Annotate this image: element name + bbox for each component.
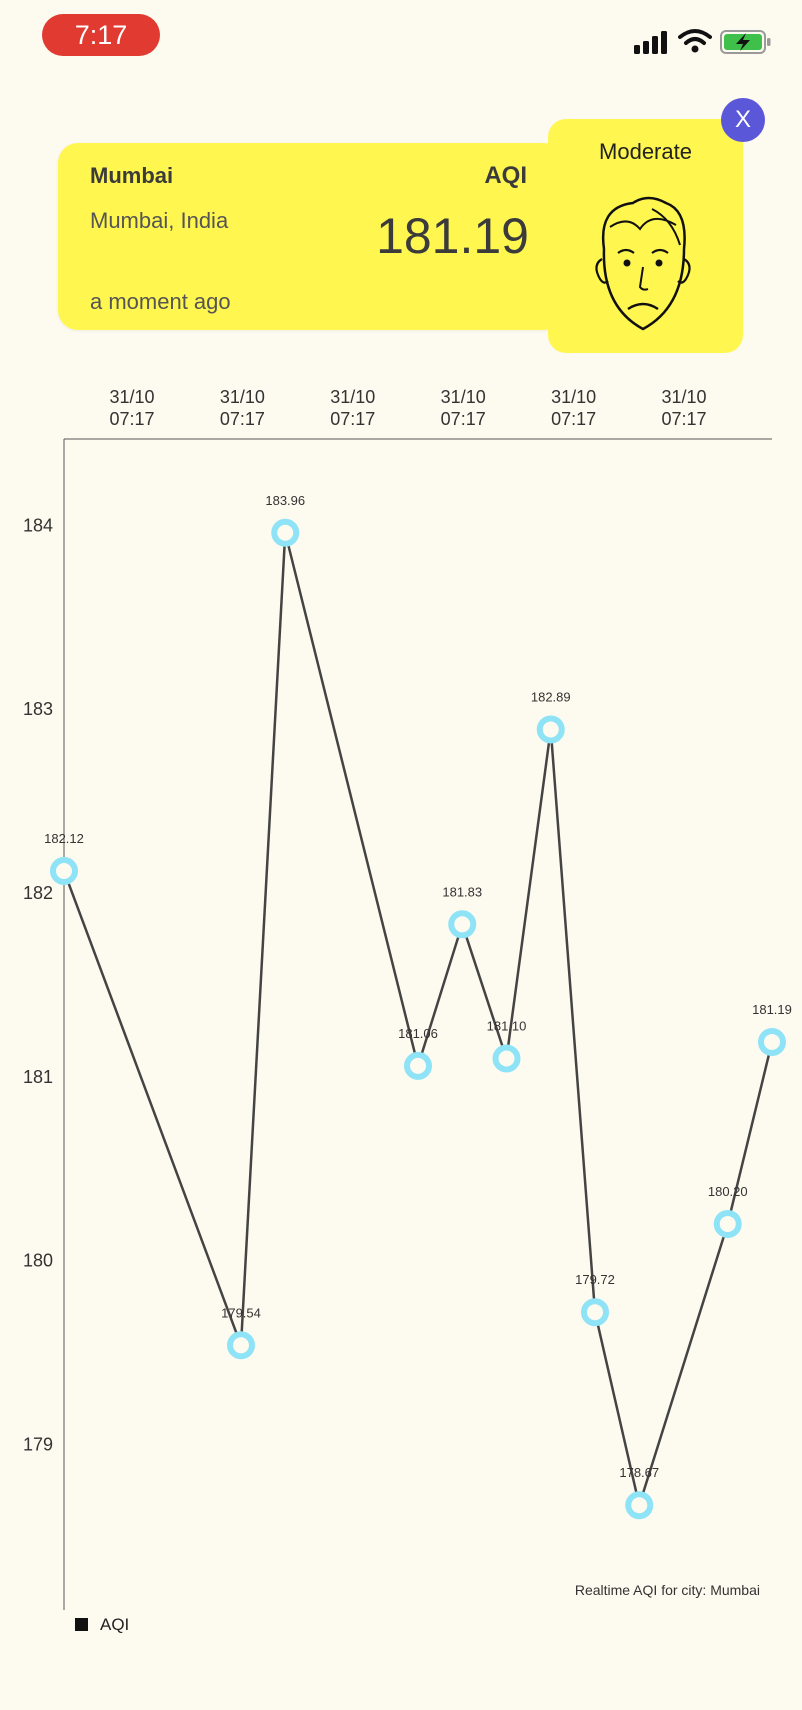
data-point-label: 182.89 xyxy=(531,689,571,704)
city-name: Mumbai xyxy=(90,163,174,188)
data-point-marker xyxy=(625,1491,654,1520)
x-axis-tick-labels: 31/10 07:17 31/10 07:17 31/10 07:17 31/10 07:17… xyxy=(109,387,706,429)
status-time: 7:17 xyxy=(42,14,160,56)
mood-label: Moderate xyxy=(599,139,692,164)
y-tick-label: 184 xyxy=(23,515,53,535)
x-tick-label: 31/10 07:17 xyxy=(441,387,486,429)
chart-caption: Realtime AQI for city: Mumbai xyxy=(575,1582,760,1598)
aqi-label: AQI xyxy=(484,162,527,189)
data-point-marker xyxy=(448,910,477,939)
aqi-series-markers xyxy=(50,518,786,1520)
aqi-card: Mumbai Mumbai, India a moment ago AQI 18… xyxy=(58,143,563,330)
legend-swatch xyxy=(75,1618,88,1631)
data-point-marker xyxy=(713,1209,742,1238)
worried-face-icon xyxy=(595,196,691,331)
data-point-label: 181.06 xyxy=(398,1026,438,1041)
aqi-line-chart: 31/10 07:17 31/10 07:17 31/10 07:17 31/10 07:17… xyxy=(23,387,792,1634)
data-point-marker xyxy=(581,1298,609,1327)
data-point-marker xyxy=(50,857,78,886)
cellular-signal-icon xyxy=(634,30,672,54)
x-tick-label: 31/10 07:17 xyxy=(109,387,154,429)
y-tick-label: 181 xyxy=(23,1067,53,1087)
status-bar: 7:17 xyxy=(0,0,802,80)
battery-charging-icon xyxy=(720,30,771,54)
data-point-label: 181.10 xyxy=(487,1019,527,1034)
data-point-marker xyxy=(536,715,565,744)
data-point-label: 179.54 xyxy=(221,1305,261,1320)
x-tick-label: 31/10 07:17 xyxy=(661,387,706,429)
data-point-label: 180.20 xyxy=(708,1184,748,1199)
data-point-label: 181.19 xyxy=(752,1002,792,1017)
data-point-marker xyxy=(404,1051,432,1080)
data-point-label: 181.83 xyxy=(442,884,482,899)
data-point-marker xyxy=(227,1331,255,1360)
x-tick-label: 31/10 07:17 xyxy=(330,387,375,429)
data-point-label: 179.72 xyxy=(575,1272,615,1287)
aqi-data-labels: 182.12 179.54 183.96 181.06 181.83 181.10 182.… xyxy=(44,493,792,1480)
data-point-marker xyxy=(492,1044,521,1073)
mood-panel: Moderate xyxy=(548,119,743,353)
data-point-label: 182.12 xyxy=(44,831,84,846)
close-button[interactable]: X xyxy=(721,98,765,142)
data-point-label: 178.67 xyxy=(619,1465,659,1480)
data-point-label: 183.96 xyxy=(265,493,305,508)
y-tick-label: 182 xyxy=(23,883,53,903)
aqi-value: 181.19 xyxy=(376,208,529,264)
wifi-icon xyxy=(678,29,712,53)
legend-label: AQI xyxy=(100,1615,129,1634)
updated-time: a moment ago xyxy=(90,289,231,314)
data-point-marker xyxy=(271,518,300,547)
city-location: Mumbai, India xyxy=(90,208,229,233)
x-tick-label: 31/10 07:17 xyxy=(220,387,265,429)
y-axis-tick-labels: 184 183 182 181 180 179 xyxy=(23,515,53,1454)
y-tick-label: 183 xyxy=(23,699,53,719)
x-tick-label: 31/10 07:17 xyxy=(551,387,596,429)
y-tick-label: 179 xyxy=(23,1435,53,1455)
data-point-marker xyxy=(758,1027,786,1056)
y-tick-label: 180 xyxy=(23,1251,53,1271)
aqi-series-line xyxy=(62,531,774,1507)
